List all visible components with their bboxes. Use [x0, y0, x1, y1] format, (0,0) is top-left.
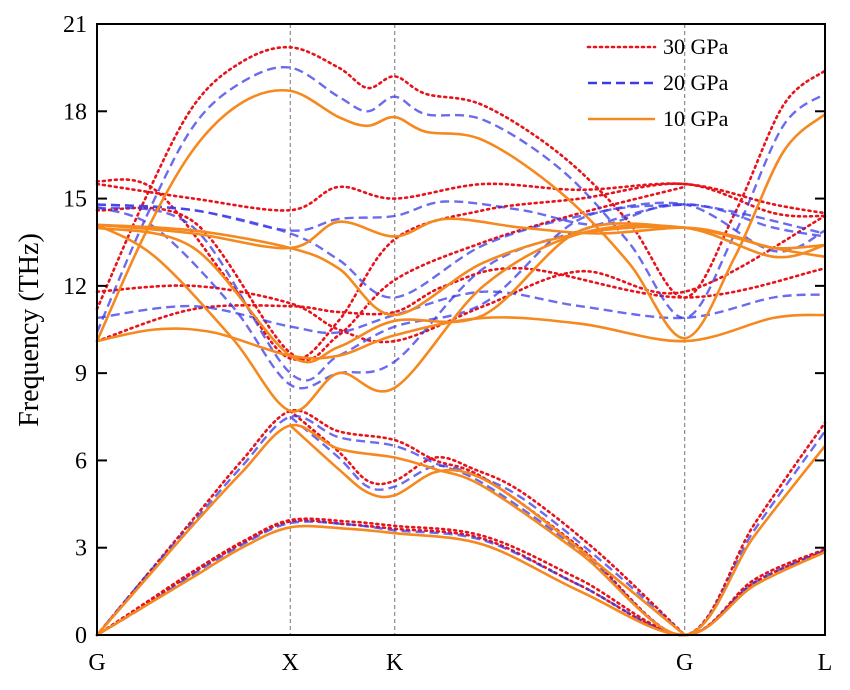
band-line: [95, 65, 826, 333]
band-line: [289, 409, 686, 637]
y-tick-label: 12: [63, 274, 87, 300]
band-line: [96, 290, 826, 335]
band-line: [95, 266, 827, 343]
y-tick-label: 18: [63, 99, 87, 125]
legend-label: 30 GPa: [663, 34, 729, 59]
legend-label: 10 GPa: [663, 106, 729, 131]
series-10-gpa: [95, 89, 827, 637]
x-tick-label: X: [282, 650, 299, 676]
band-line: [96, 313, 826, 360]
x-tick-label: L: [818, 650, 833, 676]
band-line: [95, 519, 827, 637]
band-line: [95, 178, 827, 361]
y-tick-label: 3: [75, 536, 87, 562]
tick-layer: G X K G L 0 3 6 9 12 15 18 21: [63, 12, 832, 676]
band-line: [95, 89, 826, 342]
band-line: [96, 203, 826, 390]
band-line: [289, 424, 686, 637]
band-line: [96, 423, 827, 637]
band-line: [96, 223, 826, 317]
band-line: [96, 203, 685, 382]
y-tick-label: 6: [75, 448, 87, 474]
band-line: [95, 185, 686, 361]
plot-frame: [96, 23, 826, 636]
y-tick-label: 9: [75, 361, 87, 387]
band-line: [95, 45, 827, 311]
x-tick-label: K: [386, 650, 404, 676]
band-line: [96, 222, 685, 364]
x-tick-label: G: [676, 650, 693, 676]
grid-layer: [289, 24, 686, 635]
x-tick-label: G: [88, 650, 105, 676]
band-line: [96, 223, 826, 413]
band-line: [96, 201, 826, 299]
band-line: [96, 520, 826, 637]
legend: 30 GPa 20 GPa 10 GPa: [586, 34, 729, 131]
band-line: [95, 408, 827, 637]
series-20-gpa: [95, 65, 826, 637]
y-axis-title: Frequency (THz): [14, 233, 45, 427]
y-tick-label: 0: [75, 623, 87, 649]
legend-label: 20 GPa: [663, 70, 729, 95]
band-line: [289, 415, 686, 636]
y-tick-label: 21: [63, 12, 87, 38]
band-line: [96, 524, 826, 637]
series-layer: [95, 45, 827, 637]
band-line: [95, 182, 827, 215]
y-tick-label: 15: [63, 187, 87, 213]
